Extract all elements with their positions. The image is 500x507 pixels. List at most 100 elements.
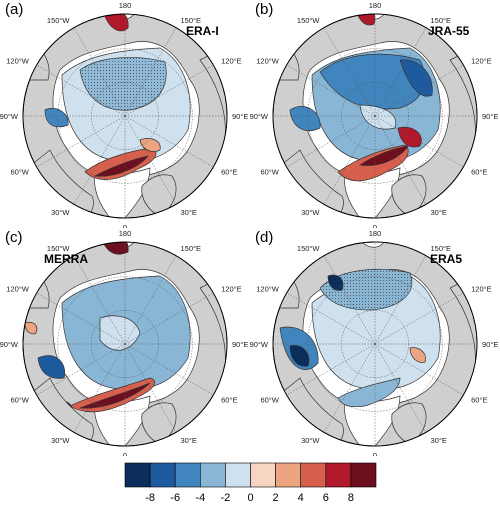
longitude-label: 90°E xyxy=(482,340,498,349)
longitude-label: 150°W xyxy=(47,244,71,253)
colorbar-tick-label: 0 xyxy=(247,492,254,504)
longitude-label: 60°E xyxy=(471,396,487,405)
meridian-line xyxy=(73,343,126,433)
significance-stipple xyxy=(80,57,167,111)
siberia-land xyxy=(199,39,227,141)
meridian-line xyxy=(286,292,376,345)
significance-stipple xyxy=(320,269,412,310)
alaska-land xyxy=(23,29,50,81)
polar-map: 180 150°E 120°E 90°E 60°E 30°E 0 30°W 60°W 90°W 12… xyxy=(250,229,498,456)
longitude-label: 120°E xyxy=(221,57,242,66)
meridian-line xyxy=(124,343,214,396)
longitude-label: 180 xyxy=(369,1,382,10)
anomaly-area xyxy=(289,105,321,132)
polar-map: 180 150°E 120°E 90°E 60°E 30°E 0 30°W 60°W 90°W 12… xyxy=(250,1,498,228)
meridian-line xyxy=(374,115,427,205)
longitude-label: 120°E xyxy=(221,285,242,294)
anomaly-area xyxy=(24,322,38,335)
meridian-line xyxy=(36,115,126,168)
scandinavia-land xyxy=(391,402,427,445)
map-frame xyxy=(272,13,478,219)
latitude-circle xyxy=(57,276,193,412)
longitude-label: 30°W xyxy=(51,436,70,445)
meridian-line xyxy=(374,64,464,117)
colorbar-tick-label: 8 xyxy=(347,492,354,504)
longitude-label: 60°E xyxy=(471,168,487,177)
longitude-label: 180 xyxy=(369,229,382,238)
graticule xyxy=(23,14,227,218)
panel-label: (b) xyxy=(255,1,274,18)
colorbar-swatch xyxy=(300,462,327,488)
longitude-label: 150°W xyxy=(297,244,321,253)
meridian-line xyxy=(374,27,427,117)
meridian-line xyxy=(374,255,427,345)
siberia-land xyxy=(449,267,477,369)
meridian-line xyxy=(374,115,464,168)
anomaly-area xyxy=(399,59,433,97)
alaska-land xyxy=(273,29,300,81)
meridian-line xyxy=(36,64,126,117)
map-panel-era-i: 180 150°E 120°E 90°E 60°E 30°E 0 30°W 60°W 90°W 12… xyxy=(0,0,250,228)
colorbar-tick-label: -2 xyxy=(220,492,231,504)
longitude-label: 60°E xyxy=(221,396,237,405)
longitude-label: 60°W xyxy=(260,396,279,405)
longitude-label: 90°E xyxy=(232,112,248,121)
anomaly-area xyxy=(69,377,155,413)
map-panel-merra: 180 150°E 120°E 90°E 60°E 30°E 0 30°W 60°W 90°W 12… xyxy=(0,228,250,456)
anomaly-area xyxy=(289,345,310,367)
anomaly-area xyxy=(359,104,397,130)
meridian-line xyxy=(286,343,376,396)
latitude-circle xyxy=(57,48,193,184)
longitude-label: 30°W xyxy=(51,208,70,217)
anomaly-area xyxy=(99,242,129,255)
graticule xyxy=(273,242,477,446)
panel-label: (c) xyxy=(5,229,23,246)
siberia-land xyxy=(199,267,227,369)
longitude-label: 120°W xyxy=(256,57,280,66)
graticule xyxy=(23,242,227,446)
longitude-label: 90°E xyxy=(482,112,498,121)
panel-title: ERA5 xyxy=(430,252,463,266)
longitude-label: 30°E xyxy=(181,208,197,217)
panel-label: (d) xyxy=(255,229,274,246)
colorbar-tick-label: -6 xyxy=(170,492,181,504)
meridian-line xyxy=(36,292,126,345)
meridian-line xyxy=(124,255,177,345)
longitude-label: 60°E xyxy=(221,168,237,177)
map-panel-jra-55: 180 150°E 120°E 90°E 60°E 30°E 0 30°W 60°W 90°W 12… xyxy=(250,0,500,228)
longitude-label: 180 xyxy=(119,1,132,10)
longitude-label: 0 xyxy=(373,223,377,228)
meridian-line xyxy=(374,292,464,345)
longitude-label: 90°E xyxy=(232,340,248,349)
meridian-line xyxy=(323,343,376,433)
meridian-line xyxy=(286,115,376,168)
anomaly-area xyxy=(99,315,141,351)
anomaly-area xyxy=(37,355,66,379)
meridian-line xyxy=(323,115,376,205)
meridian-line xyxy=(323,255,376,345)
latitude-circle xyxy=(341,82,409,150)
colorbar-tick-label: -8 xyxy=(145,492,155,504)
siberia-land xyxy=(449,39,477,141)
longitude-label: 150°E xyxy=(431,16,452,25)
longitude-label: 60°W xyxy=(10,168,29,177)
longitude-label: 30°E xyxy=(431,208,447,217)
meridian-line xyxy=(124,343,177,433)
colorbar-swatch xyxy=(149,462,176,488)
latitude-circle xyxy=(341,310,409,378)
meridian-line xyxy=(73,115,126,205)
panel-title: ERA-I xyxy=(186,24,219,38)
longitude-label: 60°W xyxy=(10,396,29,405)
map-frame xyxy=(22,13,228,219)
meridian-line xyxy=(36,343,126,396)
meridian-line xyxy=(124,115,214,168)
colorbar-tick-label: 4 xyxy=(297,492,304,504)
meridian-line xyxy=(323,27,376,117)
meridian-line xyxy=(286,64,376,117)
meridian-line xyxy=(124,292,214,345)
longitude-label: 30°W xyxy=(301,208,320,217)
colorbar-swatches xyxy=(124,462,377,488)
longitude-label: 150°E xyxy=(181,244,202,253)
anomaly-area xyxy=(44,108,69,128)
alaska-land xyxy=(273,257,300,309)
